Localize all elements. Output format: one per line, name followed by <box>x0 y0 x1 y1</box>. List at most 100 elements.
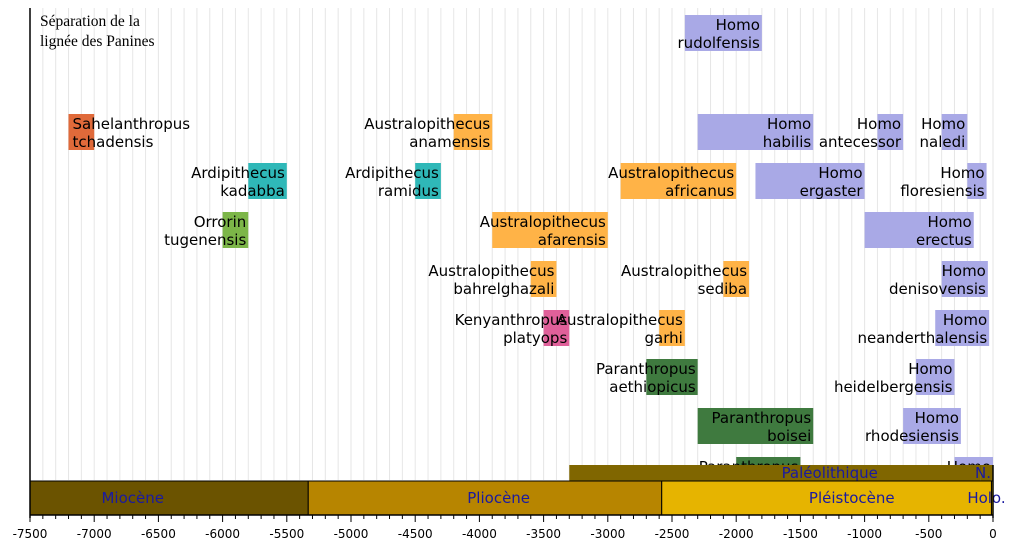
species-label-species: habilis <box>763 133 812 151</box>
x-tick-label: -5500 <box>269 527 304 541</box>
species-label-species: neanderthalensis <box>858 329 988 347</box>
species-bar <box>620 163 737 199</box>
species-label-species: antecessor <box>819 133 902 151</box>
species-label-genus: Australopithecus <box>621 262 747 280</box>
epoch-label: Miocène <box>101 489 164 507</box>
species-label-species: platyops <box>503 329 567 347</box>
species-bar <box>453 114 493 150</box>
species-labels: HomorudolfensisSahelanthropustchadensisA… <box>73 16 992 494</box>
species-bar <box>68 114 95 150</box>
species-label-species: tugenensis <box>164 231 246 249</box>
species-label-species: ramidus <box>378 182 439 200</box>
x-tick-label: -4000 <box>462 527 497 541</box>
species-label-species: naledi <box>920 133 966 151</box>
species-label-species: rhodesiensis <box>865 427 959 445</box>
period-band <box>980 465 993 481</box>
species-label-genus: Orrorin <box>194 213 247 231</box>
species-bar <box>248 163 287 199</box>
species-bar <box>530 261 557 297</box>
x-axis: -7500 -7000 -6500 -6000 -5500 -5000 -4500 -4000… <box>13 8 997 541</box>
species-label-species: heidelbergensis <box>834 378 953 396</box>
x-tick-label: -1500 <box>783 527 818 541</box>
species-bar <box>755 163 865 199</box>
species-label-species: afarensis <box>538 231 606 249</box>
species-bar <box>967 163 987 199</box>
species-bar <box>915 359 955 395</box>
x-tick-label: 0 <box>989 527 997 541</box>
species-label-genus: Australopithecus <box>428 262 554 280</box>
x-tick-label: -7000 <box>77 527 112 541</box>
grid-lines <box>29 8 994 480</box>
x-tick-label: -5000 <box>334 527 369 541</box>
x-tick-label: -6500 <box>141 527 176 541</box>
chart-title: Séparation de la lignée des Panines <box>40 12 155 52</box>
species-label-genus: Sahelanthropus <box>73 115 191 133</box>
epoch-label: Holo. <box>967 489 1005 507</box>
species-bar <box>697 114 814 150</box>
species-bar <box>903 408 961 444</box>
species-label-genus: Homo <box>767 115 811 133</box>
species-label-genus: Homo <box>942 262 986 280</box>
period-bands: Paléolithique N. Miocène Pliocène Pléistocèn… <box>29 464 1006 516</box>
species-label-genus: Paranthropus <box>596 360 696 378</box>
species-bar <box>543 310 570 346</box>
epoch-band <box>307 480 663 516</box>
species-label-species: anamensis <box>409 133 490 151</box>
epoch-label: Pliocène <box>467 489 530 507</box>
species-label-genus: Kenyanthropus <box>455 311 568 329</box>
species-label-species: africanus <box>665 182 734 200</box>
species-label-genus: Australopithecus <box>480 213 606 231</box>
species-label-genus: Homo <box>716 16 760 34</box>
period-band <box>569 465 981 481</box>
species-bar <box>723 261 750 297</box>
x-tick-label: -3500 <box>526 527 561 541</box>
species-label-genus: Homo <box>857 115 901 133</box>
species-label-genus: Homo <box>921 115 965 133</box>
x-tick-label: -1000 <box>847 527 882 541</box>
species-bar <box>877 114 904 150</box>
species-label-species: rudolfensis <box>678 34 761 52</box>
chart-title-line-1: Séparation de la <box>40 13 140 30</box>
species-label-genus: Homo <box>908 360 952 378</box>
species-label-genus: Ardipithecus <box>345 164 439 182</box>
x-tick-label: -4500 <box>398 527 433 541</box>
species-label-species: floresiensis <box>900 182 984 200</box>
x-tick-label: -6000 <box>205 527 240 541</box>
species-label-species: aethiopicus <box>609 378 696 396</box>
species-label-species: bahrelghazali <box>453 280 554 298</box>
species-label-species: ergaster <box>800 182 864 200</box>
species-label-species: garhi <box>645 329 683 347</box>
species-bar <box>222 212 249 248</box>
species-label-species: sediba <box>698 280 747 298</box>
x-tick-label: -2000 <box>719 527 754 541</box>
species-bar <box>697 408 814 444</box>
species-bar <box>646 359 698 395</box>
species-label-species: boisei <box>767 427 811 445</box>
species-bar <box>684 15 762 51</box>
epoch-band <box>661 480 992 516</box>
x-tick-label: -500 <box>915 527 942 541</box>
species-label-genus: Homo <box>818 164 862 182</box>
species-bar <box>935 310 990 346</box>
x-tick-label: -2500 <box>655 527 690 541</box>
species-label-genus: Paranthropus <box>712 409 812 427</box>
species-bar <box>864 212 974 248</box>
x-tick-label: -7500 <box>13 527 48 541</box>
epoch-band <box>29 480 309 516</box>
species-label-species: erectus <box>916 231 972 249</box>
species-label-genus: Australopithecus <box>557 311 683 329</box>
species-label-species: tchadensis <box>73 133 154 151</box>
species-bar <box>492 212 608 248</box>
species-bar <box>415 163 441 199</box>
species-bar <box>941 261 988 297</box>
species-label-genus: Homo <box>915 409 959 427</box>
species-bar <box>659 310 685 346</box>
species-label-genus: Ardipithecus <box>191 164 285 182</box>
species-label-genus: Homo <box>943 311 987 329</box>
species-label-genus: Homo <box>940 164 984 182</box>
period-label: N. <box>975 464 991 482</box>
species-bar <box>941 114 968 150</box>
period-label: Paléolithique <box>782 464 878 482</box>
x-tick-label: -3000 <box>590 527 625 541</box>
